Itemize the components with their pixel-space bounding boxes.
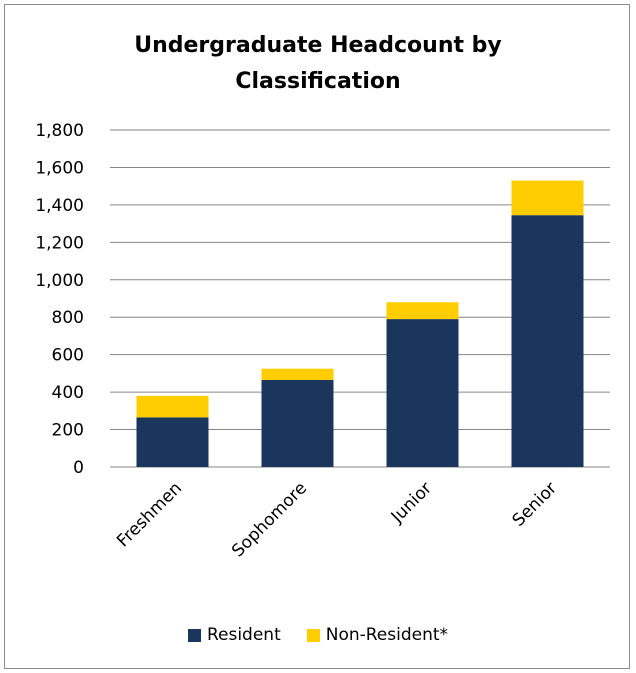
y-tick-label: 0 — [73, 458, 84, 478]
y-tick-label: 1,200 — [35, 233, 84, 253]
legend-item: Non-Resident* — [306, 625, 449, 645]
legend-swatch — [187, 628, 201, 642]
bar-non-resident — [386, 302, 459, 320]
bar-non-resident — [261, 368, 334, 380]
y-tick-label: 400 — [52, 383, 84, 403]
bar-resident — [511, 215, 584, 467]
y-tick-label: 800 — [52, 308, 84, 328]
y-tick-label: 1,800 — [35, 121, 84, 141]
x-tick-label: Freshmen — [113, 478, 186, 551]
legend-label: Non-Resident* — [325, 625, 449, 645]
y-tick-label: 1,000 — [35, 271, 84, 291]
x-tick-label: Sophomore — [228, 478, 311, 561]
x-tick-label: Senior — [509, 478, 561, 530]
chart-title-line: Undergraduate Headcount by — [134, 33, 502, 58]
chart-legend: Resident Non-Resident* — [0, 625, 636, 645]
legend-swatch — [306, 628, 320, 642]
legend-label: Resident — [206, 625, 281, 645]
bar-non-resident — [511, 180, 584, 216]
bar-resident — [136, 417, 209, 467]
y-tick-label: 1,400 — [35, 196, 84, 216]
chart-title: Undergraduate Headcount by Classification — [0, 28, 636, 100]
bar-resident — [386, 319, 459, 467]
x-tick-label: Junior — [387, 478, 436, 527]
y-tick-label: 200 — [52, 421, 84, 441]
y-tick-label: 600 — [52, 346, 84, 366]
bar-non-resident — [136, 395, 209, 418]
y-tick-label: 1,600 — [35, 158, 84, 178]
legend-item: Resident — [187, 625, 281, 645]
bar-resident — [261, 379, 334, 467]
chart-title-line: Classification — [235, 69, 401, 94]
